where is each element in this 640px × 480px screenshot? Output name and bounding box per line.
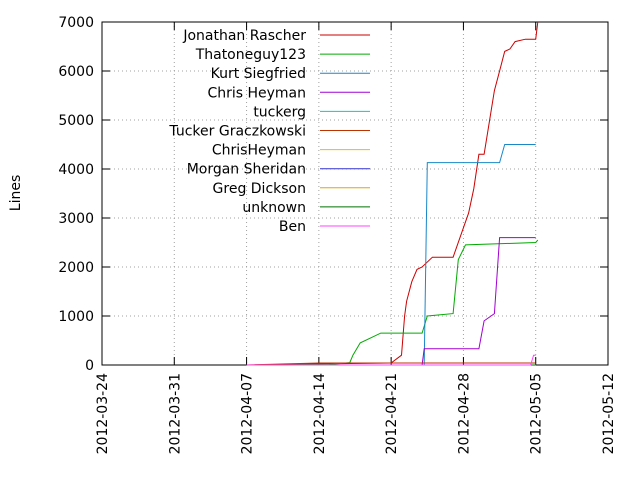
legend-label: Morgan Sheridan [187, 162, 306, 178]
x-tick-label: 2012-04-21 [384, 373, 400, 454]
y-tick-label: 3000 [58, 211, 94, 227]
y-axis-title: Lines [8, 175, 24, 211]
x-tick-label: 2012-03-31 [167, 373, 183, 454]
legend-label: Greg Dickson [213, 181, 306, 197]
series-layer [246, 21, 539, 366]
series-line-jonathan-rascher [246, 21, 539, 366]
y-tick-label: 6000 [58, 64, 94, 80]
x-tick-label: 2012-05-05 [529, 373, 545, 454]
y-tick-label: 0 [85, 358, 94, 374]
y-tick-label: 1000 [58, 309, 94, 325]
legend-label: Kurt Siegfried [211, 66, 306, 82]
x-tick-label: 2012-03-24 [95, 373, 111, 454]
series-line-ben [246, 354, 536, 366]
y-tick-label: 7000 [58, 15, 94, 31]
x-tick-label: 2012-04-14 [312, 373, 328, 454]
legend-label: Chris Heyman [207, 85, 306, 101]
x-tick-label: 2012-04-28 [456, 373, 472, 454]
series-line-tucker-graczkowski [246, 362, 536, 366]
x-tick-label: 2012-05-12 [601, 373, 617, 454]
x-tick-label: 2012-04-07 [240, 373, 256, 454]
series-line-chris-heyman [246, 237, 536, 366]
y-tick-label: 4000 [58, 162, 94, 178]
series-line-thatoneguy123 [246, 239, 539, 366]
legend-label: Ben [279, 219, 306, 235]
legend-label: ChrisHeyman [212, 143, 306, 159]
legend-label: tuckerg [253, 104, 306, 120]
y-tick-label: 5000 [58, 113, 94, 129]
legend-label: Jonathan Rascher [182, 28, 306, 44]
legend-label: Thatoneguy123 [195, 47, 306, 63]
legend-label: unknown [242, 200, 306, 216]
axis-layer: 0 1000 2000 3000 4000 5000 6000 7000 2012-03-24 2… [58, 15, 617, 454]
legend: Jonathan Rascher Thatoneguy123 Kurt Siegfr… [168, 28, 370, 235]
y-tick-label: 2000 [58, 260, 94, 276]
legend-label: Tucker Graczkowski [168, 124, 306, 140]
